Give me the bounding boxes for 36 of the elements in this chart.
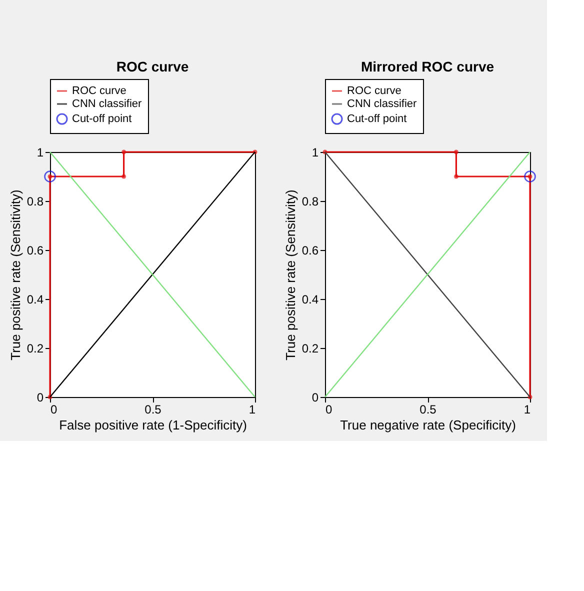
y-tick-label: 1 [36, 146, 44, 160]
x-axis-title: False positive rate (1-Specificity) [59, 418, 247, 432]
y-tick-label: 1 [312, 146, 319, 160]
y-tick-label: 0.6 [302, 244, 319, 258]
point [524, 170, 536, 182]
y-axis-title: True positive rate (Sensitivity) [282, 190, 298, 360]
legend-label: CNN classifier [347, 98, 418, 110]
x-tick-label: 0.5 [144, 402, 162, 416]
point [44, 170, 56, 182]
y-tick-label: 0.4 [302, 292, 319, 306]
y-tick-label: 0.2 [302, 342, 319, 356]
x-tick-label: 0 [50, 402, 58, 416]
y-tick-label: 0.6 [26, 244, 44, 258]
point [454, 150, 458, 154]
y-tick-label: 0.2 [26, 342, 44, 356]
y-tick-label: 0.8 [302, 194, 319, 208]
x-tick-label: 0.5 [420, 402, 437, 416]
point [454, 174, 458, 179]
legend-label: Cut-off point [72, 113, 132, 125]
y-tick-label: 0 [312, 390, 319, 404]
x-tick-label: 1 [248, 402, 256, 416]
x-tick-label: 0 [326, 402, 332, 416]
x-axis-title: True negative rate (Specificity) [340, 418, 516, 432]
point [122, 174, 126, 179]
y-tick-label: 0.8 [26, 194, 44, 208]
legend-label: CNN classifier [72, 98, 142, 110]
legend-label: ROC curve [347, 85, 402, 97]
legend-label: ROC curve [72, 85, 126, 97]
y-tick-label: 0.4 [26, 292, 44, 306]
point [122, 150, 126, 154]
x-tick-label: 1 [524, 402, 531, 416]
legend-label: Cut-off point [347, 113, 407, 125]
chart-title: ROC curve [116, 58, 189, 74]
y-tick-label: 0 [36, 390, 44, 404]
y-axis-title: True positive rate (Sensitivity) [8, 190, 23, 360]
chart-title: Mirrored ROC curve [360, 58, 494, 74]
